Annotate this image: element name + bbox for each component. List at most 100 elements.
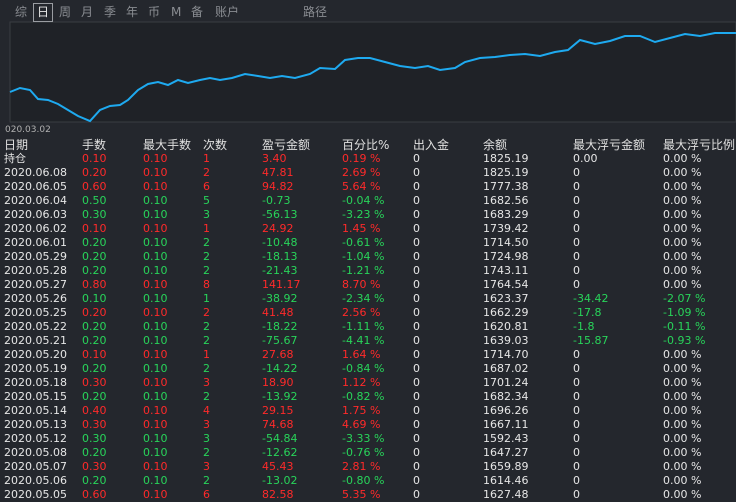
table-cell: 0.20 — [82, 236, 107, 249]
table-cell: 2 — [203, 446, 210, 459]
table-cell: 0.00 % — [663, 250, 702, 263]
table-cell: 1662.29 — [483, 306, 529, 319]
table-cell: 1 — [203, 222, 210, 235]
tab[interactable]: 综 — [15, 5, 28, 19]
tab[interactable]: 路径 — [303, 5, 328, 19]
table-cell: 6 — [203, 180, 210, 193]
table-cell: -0.61 % — [342, 236, 385, 249]
table-cell: 1739.42 — [483, 222, 529, 235]
table-cell: 0.00 % — [663, 362, 702, 375]
table-cell: 1714.50 — [483, 236, 529, 249]
table-cell: 1647.27 — [483, 446, 529, 459]
table-cell: 0.10 — [82, 292, 107, 305]
table-cell: 0 — [573, 222, 580, 235]
table-cell: 0 — [413, 390, 420, 403]
table-cell: 0.00 % — [663, 446, 702, 459]
column-header: 手数 — [82, 138, 107, 152]
table-cell: 0 — [573, 208, 580, 221]
table-cell: 1825.19 — [483, 166, 529, 179]
tab[interactable]: 周 — [59, 5, 72, 19]
table-cell: 2 — [203, 166, 210, 179]
table-cell: 0 — [413, 152, 420, 165]
table-cell: 1620.81 — [483, 320, 529, 333]
table-cell: 5.64 % — [342, 180, 381, 193]
table-cell: 0 — [413, 376, 420, 389]
table-cell: 0 — [573, 390, 580, 403]
table-cell: 0.10 — [82, 348, 107, 361]
tab[interactable]: 币 — [148, 5, 161, 19]
table-cell: 0 — [413, 250, 420, 263]
column-header: 最大浮亏金额 — [573, 138, 646, 152]
table-cell: -0.76 % — [342, 446, 385, 459]
table-cell: 0.00 % — [663, 208, 702, 221]
table-cell: 0.00 % — [663, 460, 702, 473]
table-cell: 1659.89 — [483, 460, 529, 473]
row-date: 2020.05.19 — [4, 362, 67, 375]
table-cell: 4 — [203, 404, 210, 417]
table-cell: 2 — [203, 390, 210, 403]
table-cell: 0.00 % — [663, 222, 702, 235]
table-cell: 41.48 — [262, 306, 294, 319]
table-cell: 0 — [413, 320, 420, 333]
row-date: 2020.05.25 — [4, 306, 67, 319]
table-cell: 45.43 — [262, 460, 294, 473]
table-cell: 0.10 — [143, 390, 168, 403]
table-cell: 0.10 — [143, 222, 168, 235]
table-cell: 0.10 — [143, 180, 168, 193]
tab[interactable]: 日 — [33, 3, 54, 22]
table-cell: -0.11 % — [663, 320, 706, 333]
table-cell: -18.22 — [262, 320, 298, 333]
table-cell: 47.81 — [262, 166, 294, 179]
tab[interactable]: 季 — [104, 5, 117, 19]
table-cell: 27.68 — [262, 348, 294, 361]
table-cell: 5.35 % — [342, 488, 381, 501]
table-cell: -1.04 % — [342, 250, 385, 263]
table-cell: 4.69 % — [342, 418, 381, 431]
table-cell: 1777.38 — [483, 180, 529, 193]
table-cell: 0 — [413, 432, 420, 445]
table-cell: 2.81 % — [342, 460, 381, 473]
table-cell: 1764.54 — [483, 278, 529, 291]
table-cell: 2 — [203, 236, 210, 249]
row-date: 2020.05.28 — [4, 264, 67, 277]
row-date: 2020.05.14 — [4, 404, 67, 417]
tab[interactable]: 账户 — [215, 5, 240, 19]
table-cell: 0 — [413, 166, 420, 179]
table-cell: 5 — [203, 194, 210, 207]
table-cell: 0.30 — [82, 208, 107, 221]
tab[interactable]: 备 — [191, 5, 204, 19]
column-header: 最大手数 — [143, 138, 192, 152]
table-cell: 0 — [573, 194, 580, 207]
row-date: 2020.06.02 — [4, 222, 67, 235]
table-cell: 1627.48 — [483, 488, 529, 501]
table-cell: 0.00 % — [663, 432, 702, 445]
table-cell: 29.15 — [262, 404, 294, 417]
table-cell: 1 — [203, 152, 210, 165]
table-cell: 0.00 % — [663, 474, 702, 487]
table-cell: 2.56 % — [342, 306, 381, 319]
table-cell: -0.80 % — [342, 474, 385, 487]
table-cell: 0.20 — [82, 320, 107, 333]
table-cell: 0.10 — [143, 320, 168, 333]
table-cell: 0.60 — [82, 488, 107, 501]
tab[interactable]: M — [171, 5, 182, 19]
table-cell: 0 — [413, 404, 420, 417]
table-cell: 0 — [413, 194, 420, 207]
tab[interactable]: 月 — [81, 5, 94, 19]
row-date: 2020.06.04 — [4, 194, 67, 207]
row-date: 2020.06.01 — [4, 236, 67, 249]
column-header: 余额 — [483, 138, 508, 152]
row-date: 2020.05.07 — [4, 460, 67, 473]
table-cell: 0.10 — [143, 264, 168, 277]
table-cell: 1614.46 — [483, 474, 529, 487]
table-cell: 2 — [203, 306, 210, 319]
row-date: 2020.05.27 — [4, 278, 67, 291]
table-cell: 0 — [413, 306, 420, 319]
row-date: 2020.05.08 — [4, 446, 67, 459]
tab[interactable]: 年 — [126, 5, 139, 19]
table-cell: 0.20 — [82, 390, 107, 403]
table-cell: 0.10 — [143, 460, 168, 473]
table-cell: 6 — [203, 488, 210, 501]
table-cell: 3 — [203, 460, 210, 473]
table-cell: 0.40 — [82, 404, 107, 417]
